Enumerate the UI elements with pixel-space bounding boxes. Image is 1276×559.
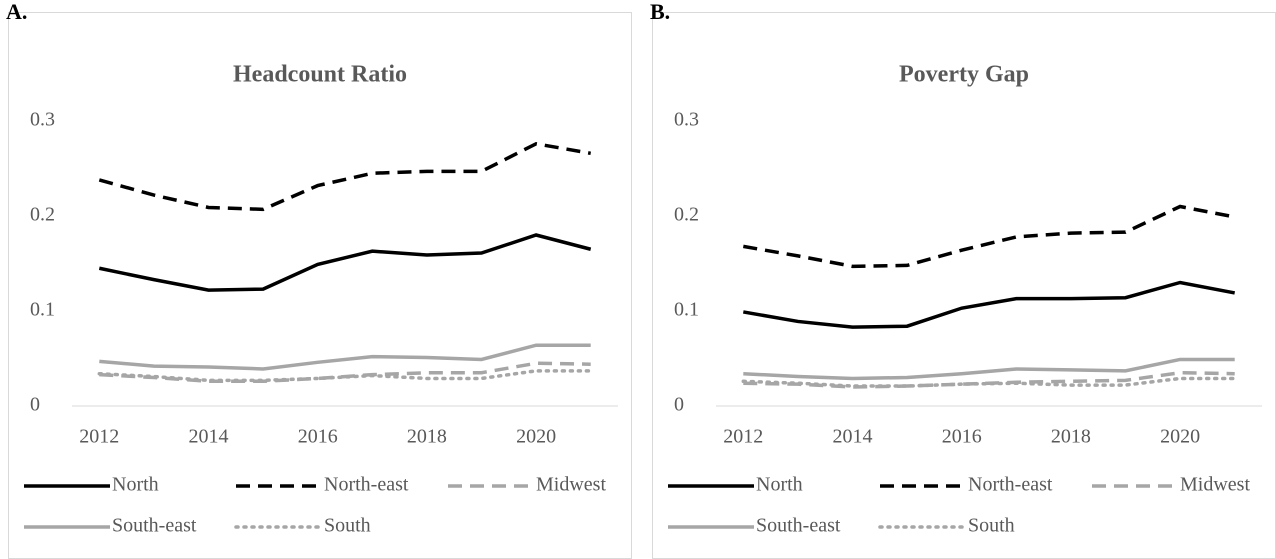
x-tick-label: 2016 (298, 426, 338, 448)
series-line (743, 280, 1236, 329)
legend-label: South-east (112, 515, 197, 537)
legend-label: South-east (756, 515, 841, 537)
series-line (98, 141, 591, 212)
legend-label: North (756, 474, 803, 496)
y-tick-label: 0 (674, 394, 684, 416)
y-tick-label: 0.1 (30, 299, 55, 321)
series-line (97, 369, 593, 383)
x-tick-label: 2018 (407, 426, 447, 448)
y-tick-label: 0.1 (674, 299, 699, 321)
chart-title: Headcount Ratio (233, 62, 407, 88)
x-tick-label: 2014 (189, 426, 229, 448)
legend-label: North (112, 474, 159, 496)
legend-label: South (324, 515, 371, 537)
legend-label: South (968, 515, 1015, 537)
x-tick-label: 2012 (79, 426, 119, 448)
series-line (98, 233, 592, 292)
x-tick-label: 2018 (1051, 426, 1091, 448)
x-tick-label: 2020 (516, 426, 556, 448)
series-line (99, 343, 591, 371)
series-line (743, 357, 1235, 381)
legend-label: North-east (324, 474, 409, 496)
x-tick-label: 2012 (723, 426, 763, 448)
x-tick-label: 2014 (833, 426, 873, 448)
series-line (743, 204, 1236, 269)
x-tick-label: 2016 (942, 426, 982, 448)
panel-label: B. (650, 0, 670, 24)
y-tick-label: 0.3 (30, 109, 55, 131)
y-tick-label: 0 (30, 394, 40, 416)
y-tick-label: 0.2 (30, 204, 55, 226)
panel-label: A. (6, 0, 27, 24)
series-line (743, 370, 1235, 389)
y-tick-label: 0.3 (674, 109, 699, 131)
legend-label: North-east (968, 474, 1053, 496)
series-line (99, 361, 591, 384)
legend-label: Midwest (1180, 474, 1250, 496)
legend-label: Midwest (536, 474, 606, 496)
series-line (741, 376, 1237, 388)
y-tick-label: 0.2 (674, 204, 699, 226)
chart-title: Poverty Gap (899, 62, 1029, 88)
x-tick-label: 2020 (1160, 426, 1200, 448)
